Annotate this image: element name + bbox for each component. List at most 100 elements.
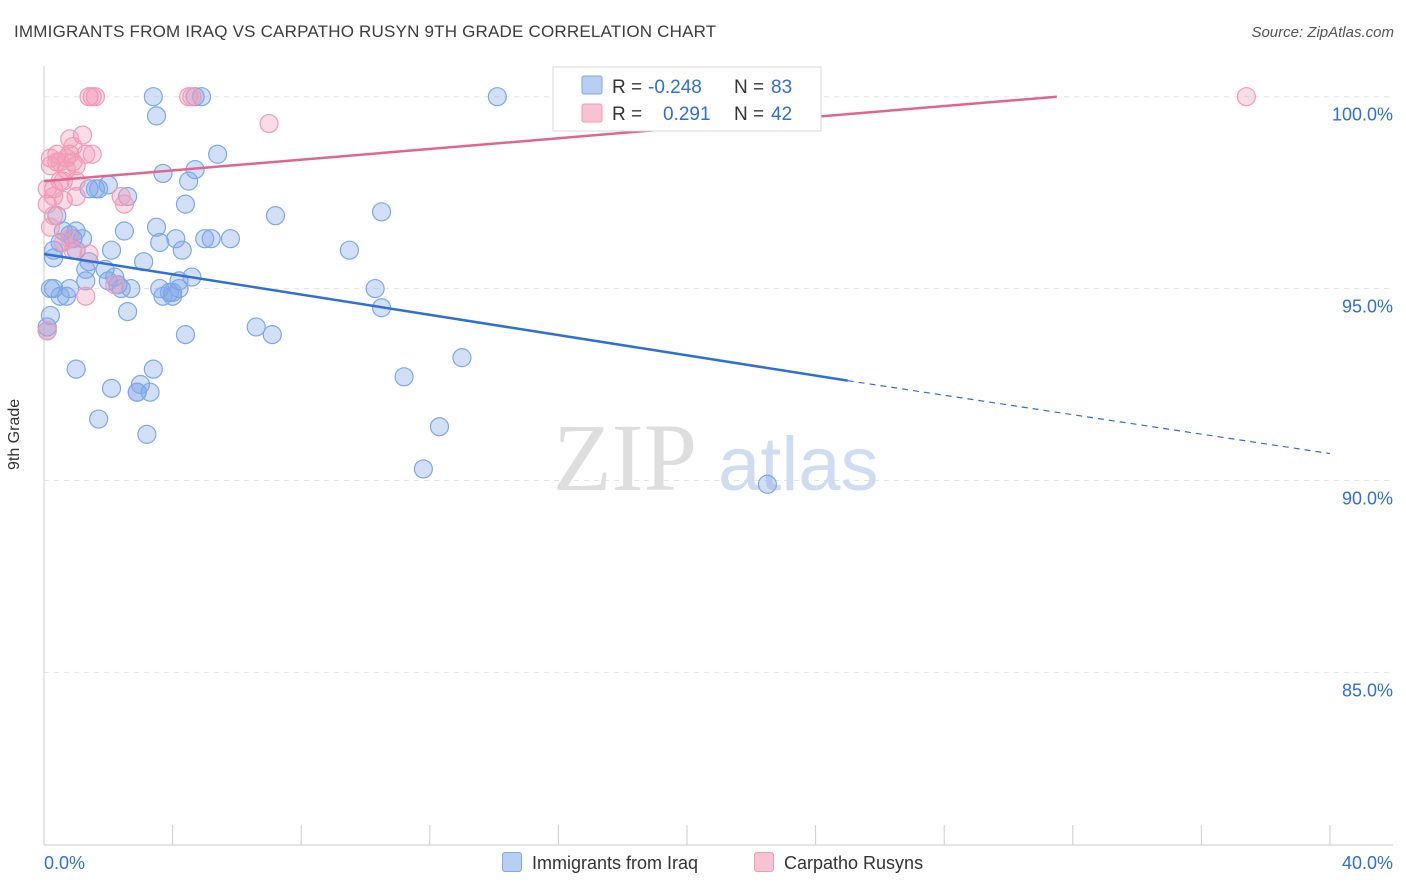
trend-lines <box>43 95 1331 455</box>
data-point-iraq <box>101 240 122 260</box>
legend-r-label-rusyn: R = <box>612 104 642 125</box>
legend-r-value-iraq: -0.248 <box>648 77 702 98</box>
data-point-rusyn <box>76 286 96 306</box>
data-point-rusyn <box>63 152 83 172</box>
legend-r-label-iraq: R = <box>612 77 642 98</box>
legend-n-value-rusyn: 42 <box>771 104 792 125</box>
data-point-iraq <box>246 317 266 337</box>
data-point-iraq <box>50 286 70 306</box>
data-point-iraq <box>339 240 360 260</box>
data-point-rusyn <box>79 244 99 264</box>
watermark: ZIP atlas <box>553 404 879 511</box>
data-point-iraq <box>195 229 215 249</box>
legend-label-rusyn: Carpatho Rusyns <box>784 853 924 873</box>
data-point-iraq <box>117 301 138 322</box>
data-point-iraq <box>179 171 199 191</box>
data-point-iraq <box>66 221 86 241</box>
data-point-iraq <box>89 179 109 199</box>
data-point-iraq <box>153 163 173 184</box>
data-point-rusyn <box>259 113 279 134</box>
data-point-rusyn <box>53 190 73 210</box>
grid-lines <box>44 96 1393 673</box>
data-point-iraq <box>208 144 228 164</box>
data-point-iraq <box>40 278 61 299</box>
source-label: Source: ZipAtlas.com <box>1251 24 1394 41</box>
data-point-iraq <box>114 221 134 241</box>
data-point-iraq <box>201 229 221 249</box>
data-point-iraq <box>429 417 450 437</box>
legend-label-iraq: Immigrants from Iraq <box>532 853 699 873</box>
data-point-iraq <box>175 194 196 214</box>
data-point-iraq <box>394 367 414 387</box>
data-point-iraq <box>452 348 472 368</box>
data-point-iraq <box>127 382 147 402</box>
data-point-rusyn <box>40 217 61 237</box>
legend-item-iraq: Immigrants from Iraq <box>502 852 698 874</box>
data-point-iraq <box>413 459 433 479</box>
data-point-iraq <box>117 186 138 207</box>
data-point-rusyn <box>85 87 106 107</box>
data-point-iraq <box>150 232 170 253</box>
data-point-iraq <box>146 106 167 126</box>
data-point-rusyn <box>114 194 134 214</box>
data-point-iraq <box>265 206 286 226</box>
data-point-iraq <box>137 424 157 444</box>
data-point-rusyn <box>82 144 102 164</box>
legend-swatch-rusyn <box>581 103 603 123</box>
legend-swatch-iraq <box>581 75 603 95</box>
data-point-rusyn <box>72 125 93 145</box>
x-tick-label-min: 0.0% <box>44 853 85 873</box>
watermark-atlas: atlas <box>718 422 879 507</box>
data-point-iraq <box>262 325 282 345</box>
y-tick-label: 95.0% <box>1342 297 1393 317</box>
data-point-iraq <box>101 378 122 398</box>
legend-n-label-rusyn: N = <box>734 104 764 125</box>
trend-line-iraq-extension <box>847 380 1331 455</box>
x-tick-label-max: 40.0% <box>1342 853 1393 873</box>
data-points <box>37 87 1257 494</box>
data-point-iraq <box>146 217 167 237</box>
data-point-rusyn <box>37 321 57 341</box>
data-point-iraq <box>143 359 163 379</box>
data-point-iraq <box>172 240 192 260</box>
data-point-rusyn <box>182 87 202 107</box>
y-tick-label: 90.0% <box>1342 488 1393 508</box>
data-point-iraq <box>757 474 777 494</box>
data-point-iraq <box>121 278 141 299</box>
data-point-rusyn <box>111 186 131 207</box>
y-tick-label: 100.0% <box>1332 105 1393 125</box>
y-tick-labels: 100.0% 95.0% 90.0% 85.0% <box>1332 105 1393 701</box>
data-point-iraq <box>169 278 189 299</box>
data-point-iraq <box>220 229 241 249</box>
data-point-iraq <box>365 278 385 299</box>
data-point-rusyn <box>60 144 80 164</box>
data-point-rusyn <box>66 171 86 191</box>
stats-legend: R = -0.248 N = 83 R = 0.291 N = 42 <box>552 66 822 132</box>
data-point-iraq <box>60 278 80 299</box>
data-point-rusyn <box>66 186 86 207</box>
data-point-iraq <box>56 286 77 306</box>
data-point-iraq <box>371 202 392 222</box>
data-point-iraq <box>76 271 96 291</box>
data-point-iraq <box>66 359 86 379</box>
data-point-iraq <box>487 87 507 107</box>
data-point-rusyn <box>44 206 64 226</box>
data-point-iraq <box>89 409 109 429</box>
data-point-rusyn <box>1236 87 1257 107</box>
data-point-rusyn <box>105 275 125 295</box>
data-point-rusyn <box>53 232 73 253</box>
y-tick-label: 85.0% <box>1342 680 1393 700</box>
watermark-zip: ZIP <box>553 404 697 511</box>
data-point-iraq <box>166 229 186 249</box>
legend-item-rusyn: Carpatho Rusyns <box>754 852 923 874</box>
data-point-iraq <box>130 374 151 395</box>
data-point-iraq <box>40 305 61 326</box>
axes <box>43 66 1393 846</box>
chart-title: IMMIGRANTS FROM IRAQ VS CARPATHO RUSYN 9… <box>14 22 717 41</box>
data-point-iraq <box>44 248 64 268</box>
legend-swatch-bottom-iraq <box>502 852 522 872</box>
trend-line-rusyn <box>43 95 1057 183</box>
trend-line-iraq <box>43 252 848 382</box>
data-point-iraq <box>175 325 196 345</box>
